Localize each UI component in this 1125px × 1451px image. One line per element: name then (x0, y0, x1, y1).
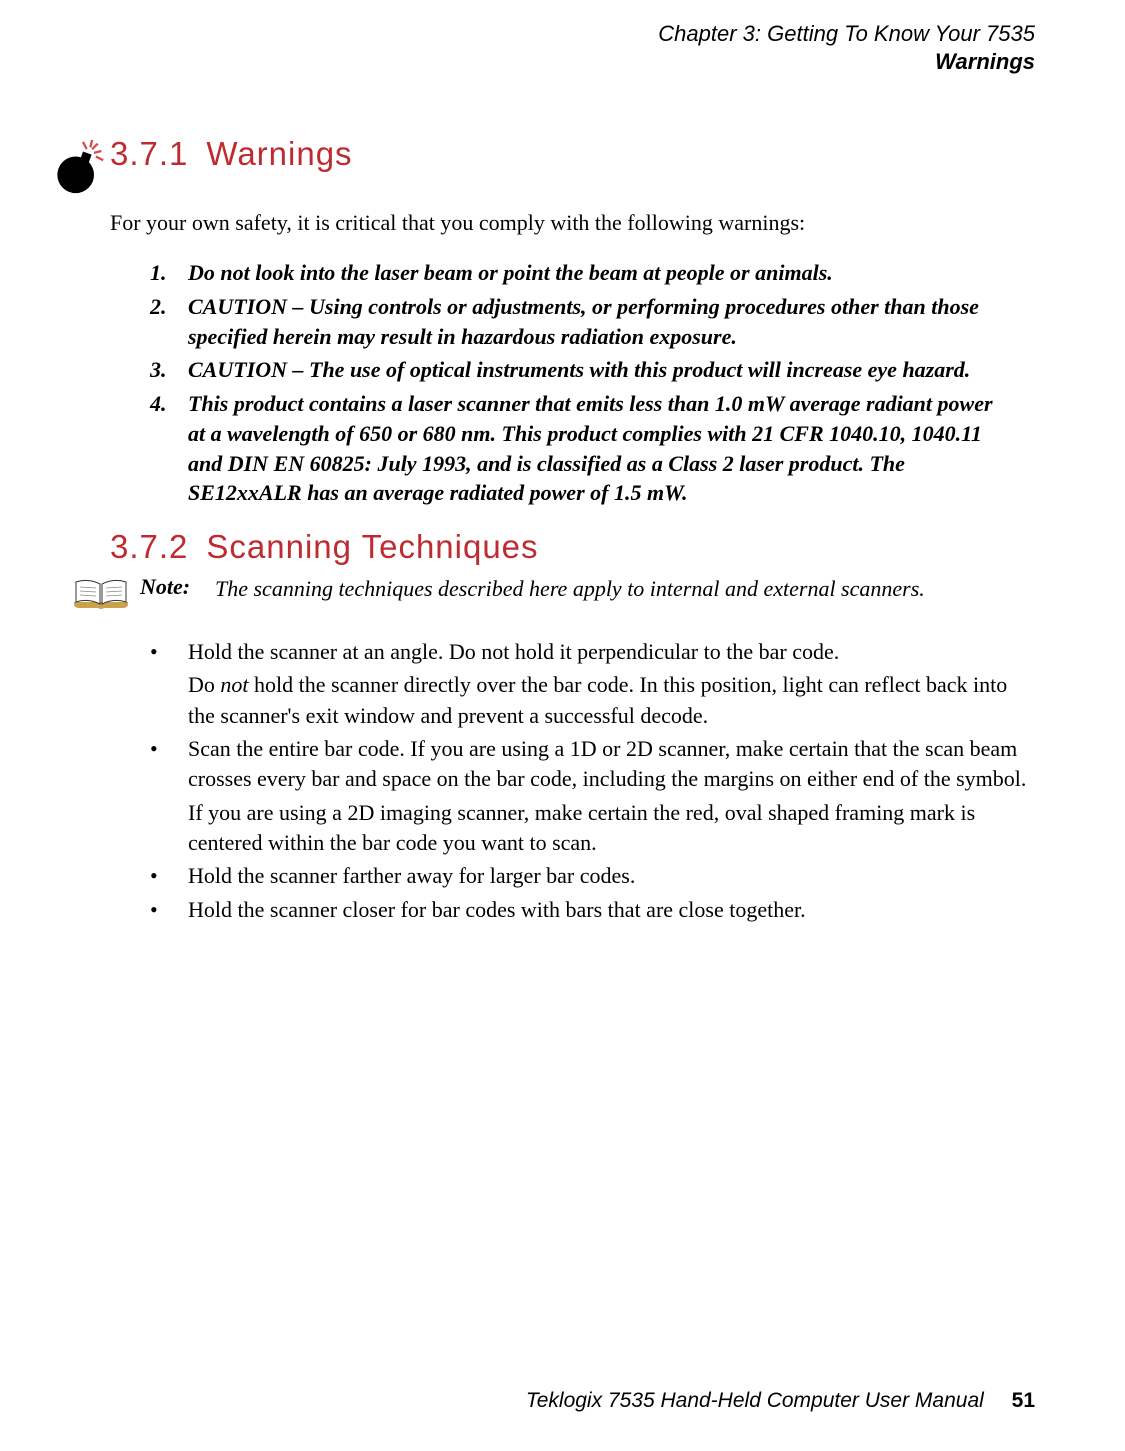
bullet-text: Scan the entire bar code. If you are usi… (188, 734, 1035, 858)
bullet-line: Scan the entire bar code. If you are usi… (188, 736, 1026, 791)
page-number: 51 (1012, 1389, 1035, 1412)
section-warnings-content: For your own safety, it is critical that… (110, 208, 1035, 566)
bullet-subline: If you are using a 2D imaging scanner, m… (188, 798, 1035, 859)
note-label: Note: (140, 574, 215, 600)
section-number: 3.7.2 (110, 528, 188, 565)
warning-text: Do not look into the laser beam or point… (188, 258, 1035, 288)
bullet-text: Hold the scanner closer for bar codes wi… (188, 895, 1035, 925)
page-footer: Teklogix 7535 Hand-Held Computer User Ma… (526, 1389, 1035, 1413)
section-title: Scanning Techniques (206, 528, 538, 565)
bullet-item: • Scan the entire bar code. If you are u… (150, 734, 1035, 858)
warning-item: 4. This product contains a laser scanner… (150, 389, 1035, 508)
warning-text: CAUTION – The use of optical instruments… (188, 355, 1035, 385)
warning-text: This product contains a laser scanner th… (188, 389, 1035, 508)
bullet-mark: • (150, 734, 188, 858)
scanning-bullets: • Hold the scanner at an angle. Do not h… (110, 637, 1035, 925)
bullet-mark: • (150, 895, 188, 925)
warning-number: 4. (150, 389, 188, 508)
section-title: Warnings (206, 135, 352, 172)
warning-number: 2. (150, 292, 188, 351)
bullet-text: Hold the scanner at an angle. Do not hol… (188, 637, 1035, 731)
page-header: Chapter 3: Getting To Know Your 7535 War… (50, 20, 1035, 75)
note-text: The scanning techniques described here a… (215, 574, 1035, 604)
bullet-item: • Hold the scanner closer for bar codes … (150, 895, 1035, 925)
bullet-text: Hold the scanner farther away for larger… (188, 861, 1035, 891)
manual-title: Teklogix 7535 Hand-Held Computer User Ma… (526, 1389, 984, 1412)
bomb-icon (50, 140, 110, 200)
bullet-item: • Hold the scanner at an angle. Do not h… (150, 637, 1035, 731)
warning-number: 1. (150, 258, 188, 288)
warning-item: 2. CAUTION – Using controls or adjustmen… (150, 292, 1035, 351)
section-warnings-heading-row: 3.7.1 Warnings (50, 135, 1035, 200)
bullet-mark: • (150, 861, 188, 891)
section-heading-scanning: 3.7.2 Scanning Techniques (110, 528, 1035, 566)
book-icon (70, 574, 140, 619)
note-row: Note: The scanning techniques described … (70, 574, 1035, 619)
bullet-subline: Do not hold the scanner directly over th… (188, 670, 1035, 731)
section-heading-warnings: 3.7.1 Warnings (110, 135, 353, 173)
warning-item: 3. CAUTION – The use of optical instrume… (150, 355, 1035, 385)
bullet-item: • Hold the scanner farther away for larg… (150, 861, 1035, 891)
chapter-title: Chapter 3: Getting To Know Your 7535 (50, 20, 1035, 49)
warnings-list: 1. Do not look into the laser beam or po… (150, 258, 1035, 508)
warning-number: 3. (150, 355, 188, 385)
warning-text: CAUTION – Using controls or adjustments,… (188, 292, 1035, 351)
bullet-mark: • (150, 637, 188, 731)
bullet-line: Hold the scanner at an angle. Do not hol… (188, 639, 839, 664)
header-section-label: Warnings (50, 49, 1035, 75)
warning-item: 1. Do not look into the laser beam or po… (150, 258, 1035, 288)
warnings-intro: For your own safety, it is critical that… (110, 208, 1035, 239)
section-number: 3.7.1 (110, 135, 188, 172)
